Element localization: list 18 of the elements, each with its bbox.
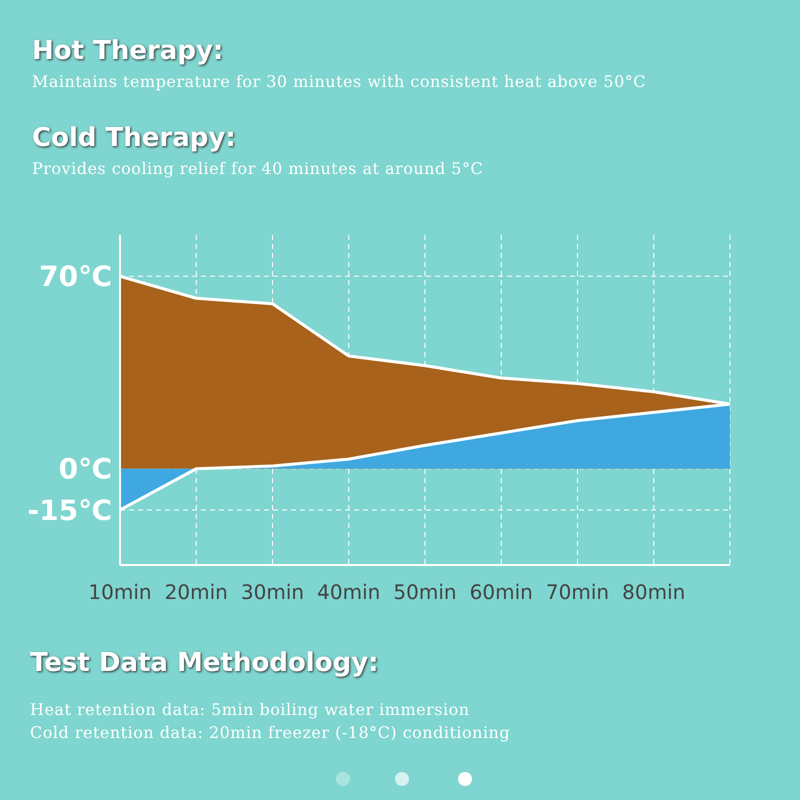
text: Cold retention data: 20min freezer (-18°C) conditioning bbox=[30, 723, 510, 742]
x-tick-label: 10min bbox=[88, 580, 152, 604]
y-tick-label: -15℃ bbox=[28, 494, 112, 527]
x-tick-label: 20min bbox=[164, 580, 228, 604]
chart-title: Hot Therapy: bbox=[32, 36, 224, 66]
text: Heat retention data: 5min boiling water immersion bbox=[30, 700, 471, 719]
chart-subtitle: Maintains temperature for 30 minutes with consistent heat above 50°C bbox=[32, 72, 646, 91]
x-tick-label: 80min bbox=[622, 580, 686, 604]
x-tick-label: 40min bbox=[317, 580, 380, 604]
text: Test Data Methodology: bbox=[30, 648, 380, 678]
x-tick-label: 70min bbox=[546, 580, 610, 604]
y-tick-label: 0℃ bbox=[58, 452, 112, 486]
x-tick-label: 60min bbox=[470, 580, 533, 604]
text: Cold Therapy: bbox=[32, 123, 237, 153]
y-tick-label: 70℃ bbox=[39, 260, 112, 294]
x-tick-label: 50min bbox=[393, 580, 457, 604]
text: Provides cooling relief for 40 minutes at around 5°C bbox=[32, 159, 484, 178]
x-tick-label: 30min bbox=[240, 580, 304, 604]
